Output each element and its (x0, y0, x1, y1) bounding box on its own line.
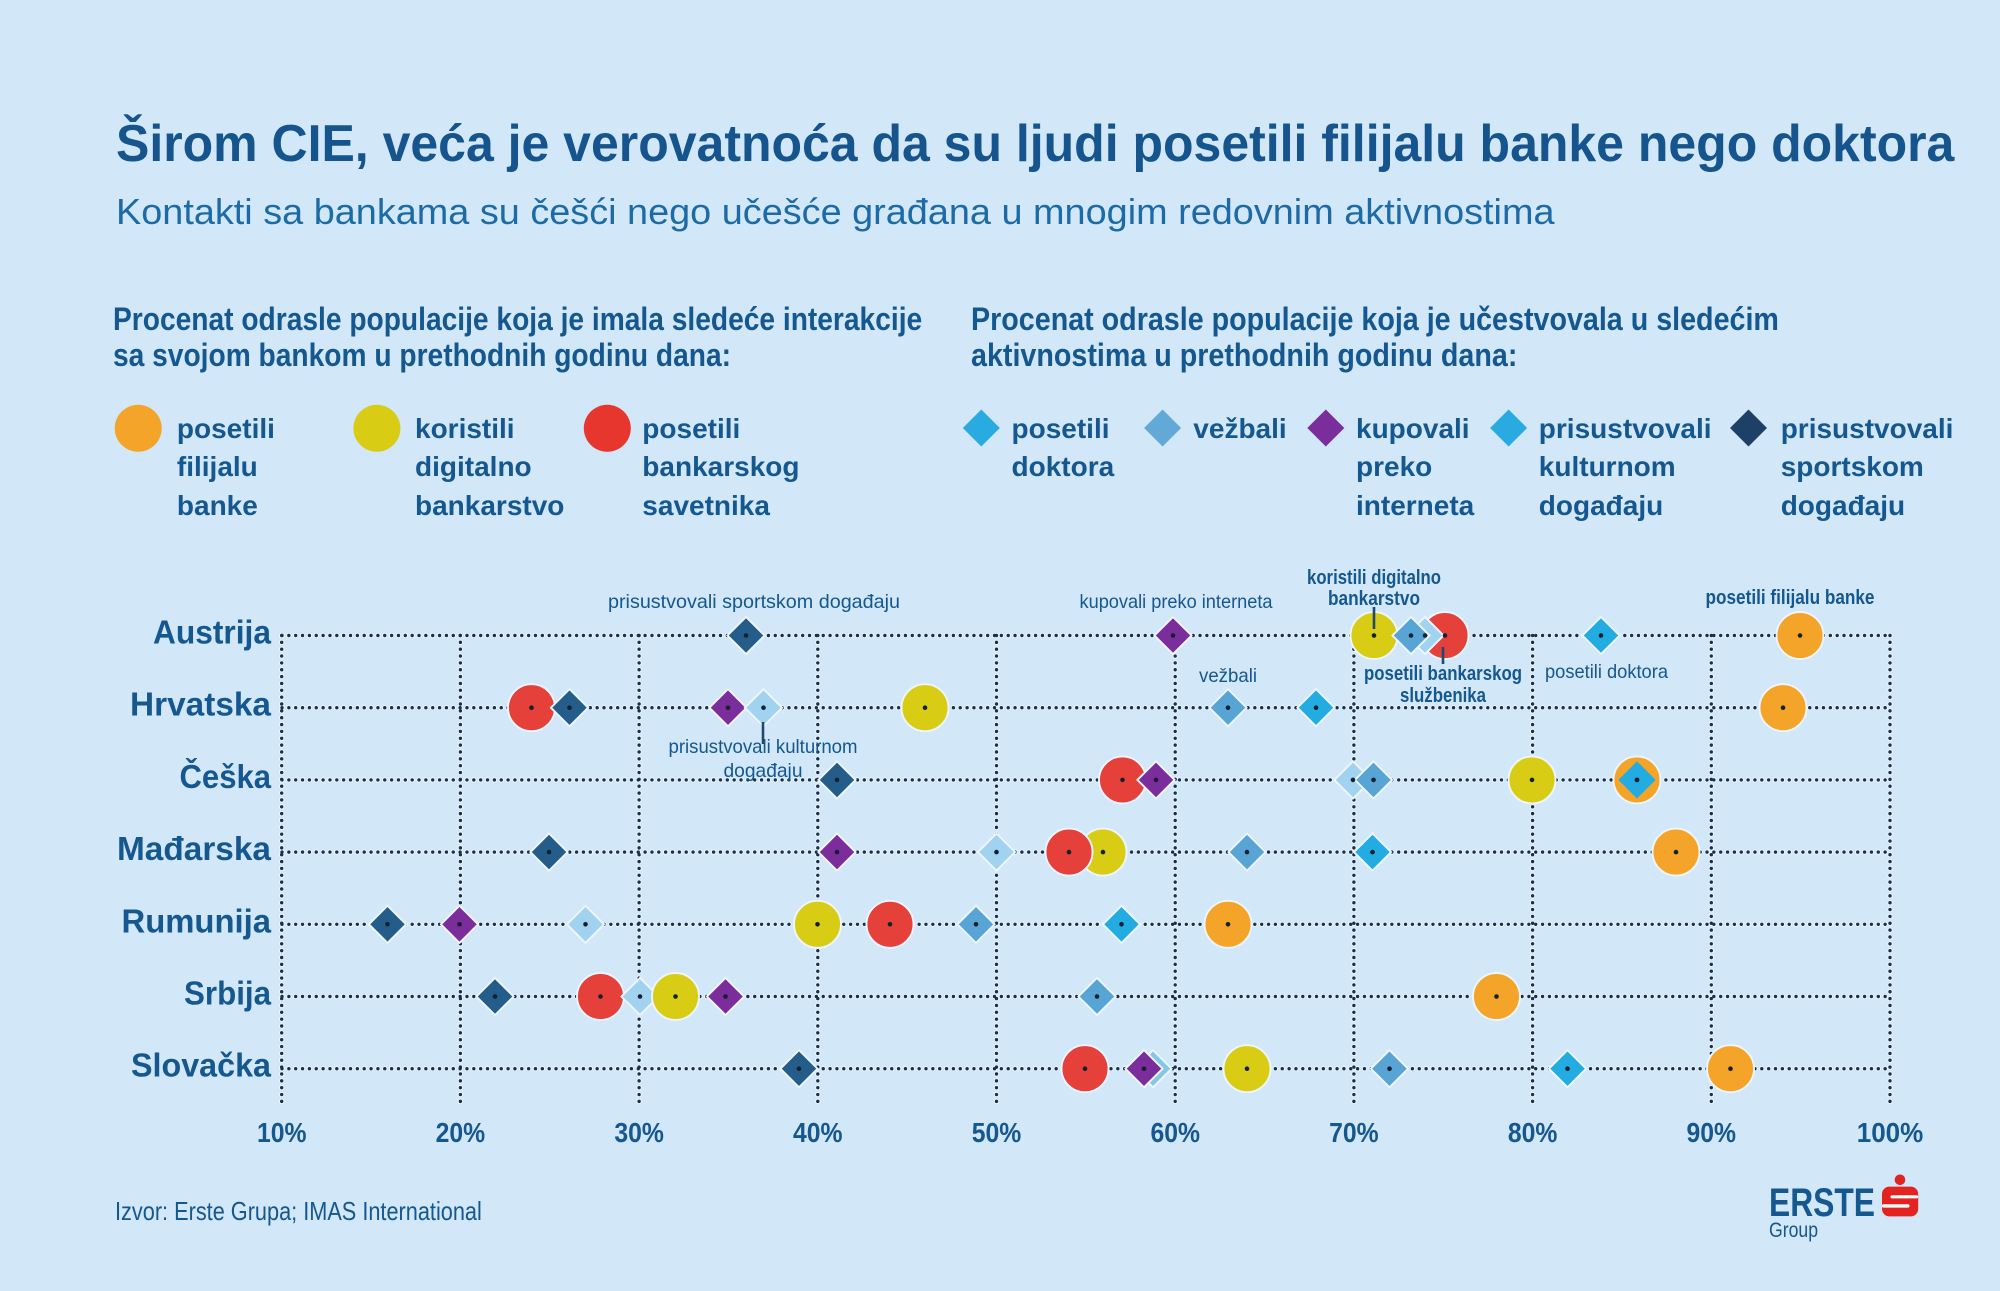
svg-text:ERSTE: ERSTE (1769, 1181, 1875, 1225)
svg-text:prisustvovali sportskom događa: prisustvovali sportskom događaju (608, 591, 900, 613)
svg-text:službenika: službenika (1400, 685, 1487, 707)
svg-text:Slovačka: Slovačka (131, 1047, 272, 1084)
svg-text:90%: 90% (1687, 1117, 1737, 1148)
svg-text:80%: 80% (1508, 1117, 1558, 1148)
svg-text:60%: 60% (1150, 1117, 1200, 1148)
svg-text:Hrvatska: Hrvatska (130, 686, 272, 723)
svg-text:100%: 100% (1857, 1117, 1924, 1148)
svg-text:bankarstvo: bankarstvo (1328, 588, 1420, 610)
svg-text:posetili bankarskog: posetili bankarskog (1364, 663, 1522, 685)
svg-text:30%: 30% (614, 1117, 664, 1148)
svg-text:10%: 10% (257, 1117, 307, 1148)
svg-text:70%: 70% (1329, 1117, 1379, 1148)
svg-text:Češka: Češka (180, 757, 272, 795)
svg-text:prisustvovali kulturnom: prisustvovali kulturnom (669, 736, 858, 758)
svg-text:posetili doktora: posetili doktora (1545, 661, 1668, 683)
svg-text:Rumunija: Rumunija (122, 902, 272, 939)
svg-text:Mađarska: Mađarska (117, 830, 272, 867)
svg-text:Austrija: Austrija (153, 614, 272, 651)
svg-text:kupovali preko interneta: kupovali preko interneta (1080, 591, 1273, 613)
svg-text:40%: 40% (793, 1117, 843, 1148)
svg-text:Srbija: Srbija (184, 975, 272, 1012)
svg-text:Group: Group (1769, 1219, 1818, 1242)
svg-text:50%: 50% (972, 1117, 1022, 1148)
svg-text:posetili filijalu banke: posetili filijalu banke (1706, 587, 1875, 609)
svg-text:20%: 20% (436, 1117, 486, 1148)
svg-text:događaju: događaju (724, 760, 803, 782)
svg-text:koristili digitalno: koristili digitalno (1307, 567, 1441, 589)
svg-text:vežbali: vežbali (1199, 665, 1257, 687)
